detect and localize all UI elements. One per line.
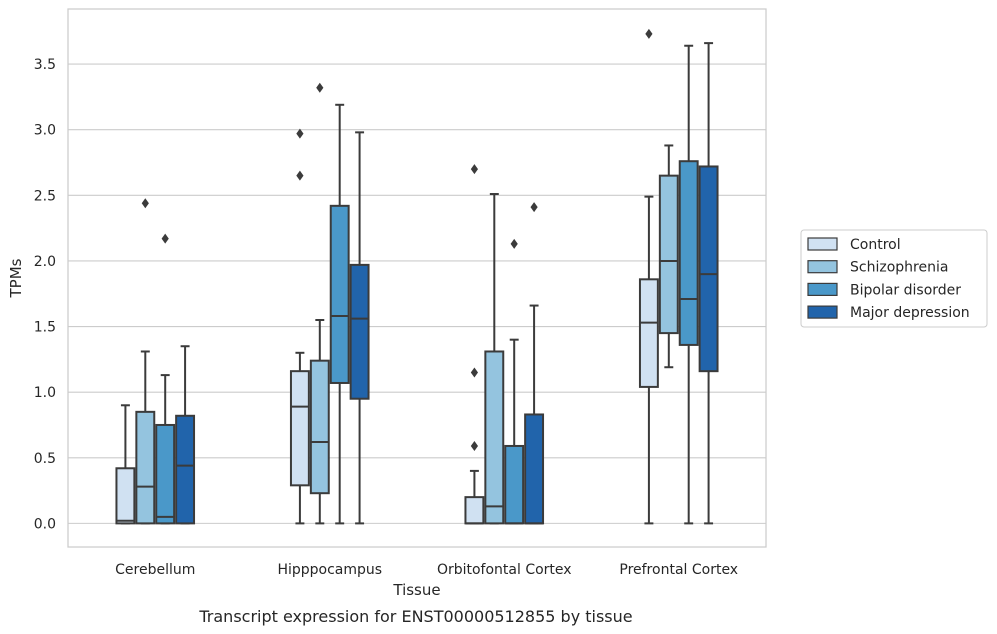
box-body bbox=[524, 413, 545, 525]
box bbox=[309, 82, 330, 525]
box bbox=[349, 131, 370, 525]
y-tick-label: 0.5 bbox=[34, 451, 56, 467]
box-body bbox=[658, 174, 679, 335]
outlier-point bbox=[296, 128, 304, 139]
box-body bbox=[135, 410, 156, 525]
box bbox=[658, 144, 679, 369]
box-body bbox=[329, 204, 350, 384]
y-axis-label: TPMs bbox=[7, 258, 25, 298]
box bbox=[135, 198, 156, 525]
box bbox=[484, 193, 505, 525]
box bbox=[638, 28, 659, 525]
legend-swatch bbox=[807, 282, 838, 296]
outlier-point bbox=[530, 202, 538, 213]
outlier-point bbox=[141, 198, 149, 209]
box-body bbox=[155, 423, 176, 525]
legend-swatch bbox=[807, 305, 838, 319]
box-body bbox=[698, 165, 719, 373]
y-tick-label: 1.0 bbox=[34, 385, 56, 401]
y-tick-label: 3.5 bbox=[34, 57, 56, 73]
legend: Control Schizophrenia Bipolar disorder Majo… bbox=[800, 229, 988, 328]
box bbox=[504, 238, 525, 525]
outlier-point bbox=[316, 82, 324, 93]
box-body bbox=[504, 444, 525, 525]
box bbox=[175, 345, 196, 525]
box bbox=[155, 233, 176, 525]
plot-area-frame bbox=[67, 8, 767, 548]
box bbox=[464, 164, 485, 525]
box-body bbox=[638, 278, 659, 388]
x-axis-label: Tissue bbox=[392, 581, 440, 599]
y-tick-label: 0.0 bbox=[34, 516, 56, 532]
legend-label: Control bbox=[850, 237, 901, 253]
box bbox=[678, 44, 699, 525]
legend-label: Schizophrenia bbox=[850, 260, 948, 276]
outlier-point bbox=[161, 233, 169, 244]
box bbox=[524, 202, 545, 525]
x-tick-label: Prefrontal Cortex bbox=[619, 562, 738, 578]
box-body bbox=[115, 467, 136, 525]
legend-frame bbox=[800, 229, 988, 328]
x-tick-label: Cerebellum bbox=[115, 562, 195, 578]
box-body bbox=[175, 414, 196, 525]
y-tick-label: 3.0 bbox=[34, 123, 56, 139]
outlier-point bbox=[470, 164, 479, 175]
outlier-point bbox=[510, 238, 518, 249]
legend-swatch bbox=[807, 260, 838, 274]
box-body bbox=[464, 496, 485, 525]
outlier-point bbox=[470, 367, 479, 378]
x-tick-labels: Cerebellum Hipppocampus Orbitofontal Corte… bbox=[115, 562, 738, 578]
x-tick-label: Hipppocampus bbox=[277, 562, 382, 578]
box-body bbox=[484, 350, 505, 525]
outlier-point bbox=[470, 440, 479, 451]
figure-caption: Transcript expression for ENST0000051285… bbox=[198, 607, 632, 626]
outlier-point bbox=[296, 170, 304, 181]
y-tick-labels: 0.0 0.5 1.0 1.5 2.0 2.5 3.0 3.5 bbox=[34, 57, 56, 532]
box-body bbox=[289, 370, 310, 487]
y-tick-label: 2.0 bbox=[34, 254, 56, 270]
legend-label: Bipolar disorder bbox=[850, 282, 961, 298]
legend-label: Major depression bbox=[850, 305, 970, 321]
x-tick-label: Orbitofontal Cortex bbox=[437, 562, 572, 578]
outlier-point bbox=[645, 28, 653, 39]
boxes bbox=[115, 28, 719, 525]
box bbox=[115, 404, 136, 525]
y-tick-label: 2.5 bbox=[34, 188, 56, 204]
box-body bbox=[349, 263, 370, 400]
box-body bbox=[678, 160, 699, 346]
legend-swatch bbox=[807, 237, 838, 251]
box bbox=[698, 42, 719, 525]
box-body bbox=[309, 359, 330, 495]
y-tick-label: 1.5 bbox=[34, 320, 56, 336]
box bbox=[289, 128, 310, 525]
box bbox=[329, 103, 350, 525]
